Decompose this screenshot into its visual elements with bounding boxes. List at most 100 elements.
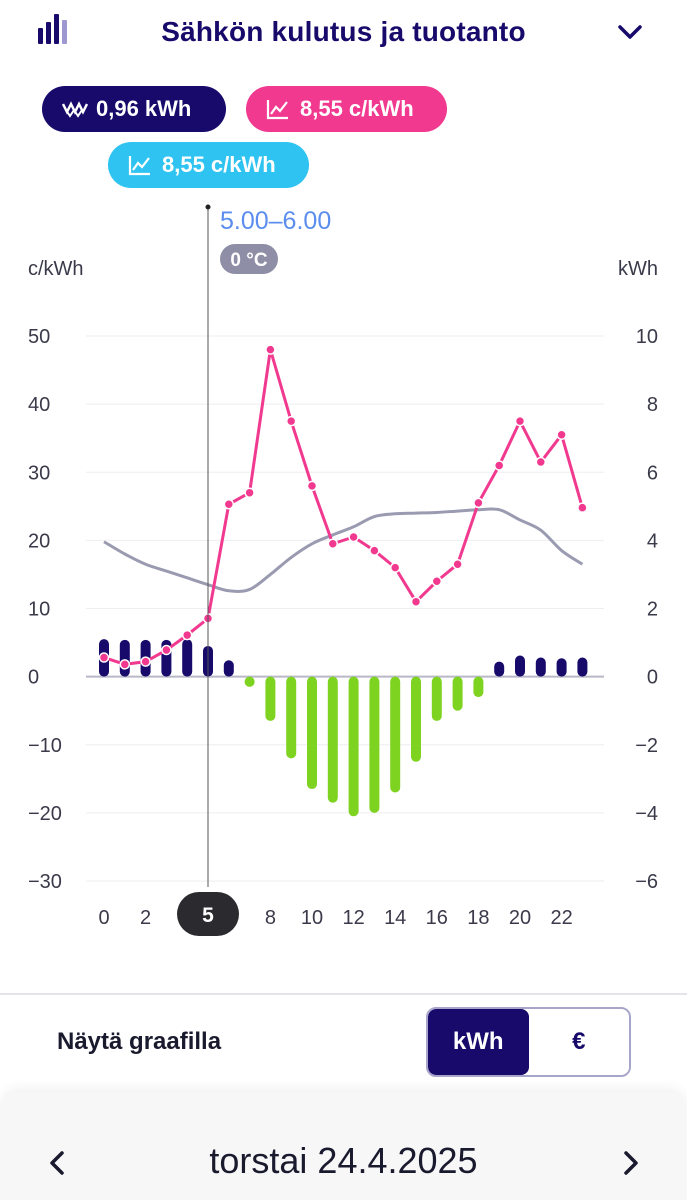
x-tick-label: 12 — [342, 907, 364, 929]
unit-eur-button[interactable]: € — [528, 1009, 629, 1075]
price-point — [535, 456, 547, 468]
x-tick-label: 8 — [265, 907, 276, 929]
price-line — [103, 349, 584, 666]
price-point — [265, 344, 276, 355]
temperature-line — [103, 507, 584, 593]
price-point — [223, 499, 235, 510]
x-tick-label: 0 — [98, 907, 109, 929]
line-chart-icon — [266, 100, 288, 120]
selection-cursor-dot — [205, 204, 211, 210]
energy-bar — [182, 639, 193, 677]
energy-bar — [369, 676, 380, 813]
x-tick-label: 22 — [550, 907, 572, 929]
left-axis-label: c/kWh — [28, 258, 84, 280]
price-point — [410, 596, 422, 607]
show-on-chart-label: Näytä graafilla — [57, 1028, 222, 1055]
tooltip-temperature: 0 °C — [230, 250, 267, 271]
x-axis: 0 2 8 10 12 14 16 18 20 22 — [98, 907, 572, 929]
price-pill[interactable]: 8,55 c/kWh — [246, 86, 447, 132]
energy-bar — [390, 676, 401, 793]
energy-bar — [556, 658, 567, 677]
right-tick-label: −6 — [635, 871, 658, 893]
left-tick-label: 0 — [28, 667, 39, 689]
price-secondary-pill[interactable]: 8,55 c/kWh — [108, 142, 309, 188]
right-tick-label: 0 — [647, 667, 658, 689]
price-point — [244, 487, 255, 498]
energy-bar — [431, 676, 442, 721]
right-axis-label: kWh — [618, 258, 658, 280]
energy-bar — [223, 660, 234, 677]
unit-toggle[interactable]: kWh € — [426, 1007, 631, 1077]
chevron-down-icon[interactable] — [614, 18, 646, 46]
price-point — [181, 629, 193, 641]
gridlines — [86, 335, 604, 882]
left-tick-label: 50 — [28, 326, 50, 348]
energy-bar — [535, 657, 546, 677]
energy-bar — [494, 661, 505, 677]
page-title[interactable]: Sähkön kulutus ja tuotanto — [161, 16, 526, 47]
energy-bar — [577, 657, 588, 677]
energy-bars — [99, 639, 588, 817]
current-date: torstai 24.4.2025 — [209, 1140, 478, 1181]
chevron-right-icon[interactable] — [618, 1150, 642, 1176]
chevron-left-icon[interactable] — [46, 1150, 70, 1176]
price-point — [348, 531, 359, 543]
right-tick-label: −4 — [635, 803, 658, 825]
bar-chart-icon[interactable] — [36, 12, 76, 46]
right-tick-label: 2 — [647, 599, 658, 621]
price-point — [327, 538, 339, 550]
left-tick-label: 10 — [28, 599, 50, 621]
consumption-pill[interactable]: 0,96 kWh — [42, 86, 226, 132]
price-point — [514, 415, 526, 427]
temperature-chip — [220, 244, 278, 274]
right-tick-label: −2 — [635, 735, 658, 757]
tooltip-time: 5.00–6.00 — [220, 207, 331, 235]
left-tick-label: 20 — [28, 530, 50, 552]
left-tick-label: −30 — [28, 871, 62, 893]
x-tick-label: 16 — [426, 907, 448, 929]
selected-hour-chip[interactable] — [177, 892, 239, 936]
energy-bar — [452, 676, 463, 711]
energy-bar — [411, 676, 421, 762]
price-point — [306, 480, 318, 492]
price-point — [119, 659, 131, 670]
chart[interactable]: 50 40 30 20 10 0 −10 −20 −30 10 8 6 4 2 0 −2 −4 −6 c/kWh… — [0, 195, 687, 955]
energy-bar — [119, 639, 130, 677]
price-secondary-value: 8,55 c/kWh — [162, 152, 276, 177]
divider — [0, 993, 687, 995]
right-tick-label: 6 — [647, 462, 658, 484]
header: Sähkön kulutus ja tuotanto — [0, 0, 687, 70]
energy-bar — [244, 676, 255, 687]
price-dots — [98, 344, 588, 670]
price-point — [98, 652, 110, 663]
left-tick-label: −10 — [28, 735, 62, 757]
price-value: 8,55 c/kWh — [300, 96, 414, 121]
price-point — [577, 502, 588, 513]
x-tick-label: 18 — [467, 907, 489, 929]
energy-bar — [327, 676, 338, 803]
left-tick-label: −20 — [28, 803, 62, 825]
left-tick-label: 30 — [28, 462, 50, 484]
energy-bar — [515, 655, 525, 677]
price-point — [493, 460, 505, 471]
left-tick-label: 40 — [28, 394, 50, 416]
x-tick-label: 2 — [140, 907, 151, 929]
x-tick-label: 10 — [301, 907, 323, 929]
date-navigation: torstai 24.4.2025 — [0, 1092, 687, 1200]
price-point — [285, 415, 297, 427]
right-tick-label: 8 — [647, 394, 658, 416]
price-point — [431, 576, 443, 587]
energy-bar — [286, 676, 297, 759]
price-point — [140, 656, 151, 667]
x-tick-label: 20 — [509, 907, 531, 929]
energy-bar — [265, 676, 276, 721]
price-point — [452, 558, 463, 570]
zigzag-icon — [62, 101, 88, 118]
right-tick-label: 4 — [647, 530, 658, 552]
price-point — [556, 429, 567, 441]
selected-hour-label: 5 — [202, 904, 214, 927]
energy-bar — [473, 676, 484, 698]
unit-kwh-button[interactable]: kWh — [428, 1009, 529, 1075]
left-axis: 50 40 30 20 10 0 −10 −20 −30 — [28, 326, 62, 893]
